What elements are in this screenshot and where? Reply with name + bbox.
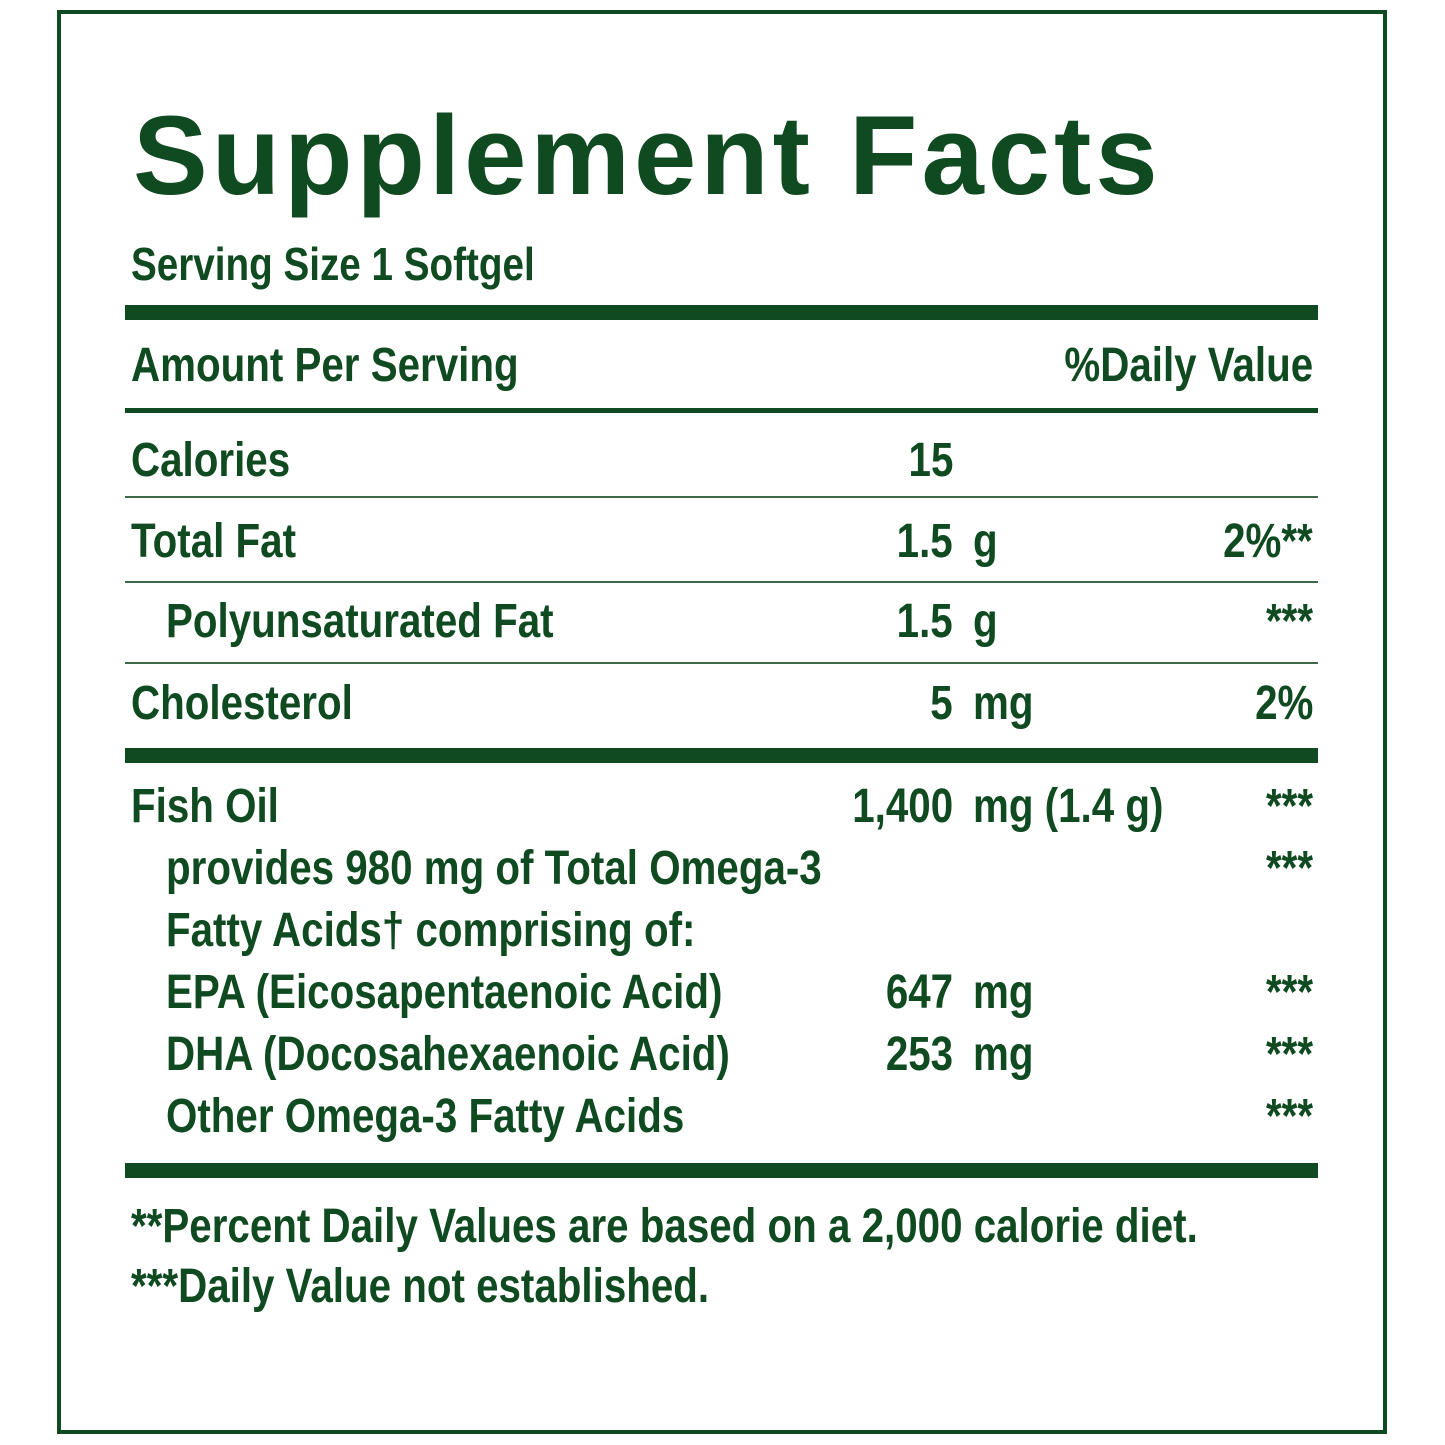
row-name-dha: DHA (Docosahexaenoic Acid) — [166, 1028, 730, 1081]
row-name-calories: Calories — [131, 434, 291, 487]
divider-medium — [125, 408, 1318, 413]
row-amount-epa: 647 — [885, 966, 953, 1019]
row-name-cholesterol: Cholesterol — [131, 677, 353, 730]
row-name-epa: EPA (Eicosapentaenoic Acid) — [166, 966, 723, 1019]
row-amount-total-fat: 1.5 — [896, 515, 953, 568]
footnote-dv-not-established: ***Daily Value not established. — [131, 1260, 710, 1313]
row-unit-dha: mg — [973, 1028, 1034, 1081]
row-name-other-omega3: Other Omega-3 Fatty Acids — [166, 1090, 685, 1143]
row-unit-fish-oil: mg (1.4 g) — [973, 780, 1164, 833]
label-title: Supplement Facts — [133, 93, 1162, 218]
row-dv-epa: *** — [1265, 966, 1313, 1019]
row-unit-cholesterol: mg — [973, 677, 1034, 730]
divider-thick — [125, 305, 1318, 320]
row-dv-fish-oil: *** — [1265, 780, 1313, 833]
footnote-percent-dv: **Percent Daily Values are based on a 2,… — [131, 1200, 1198, 1253]
divider-thin — [125, 662, 1318, 664]
omega3-provides-line1: provides 980 mg of Total Omega-3 — [166, 842, 822, 895]
row-dv-dha: *** — [1265, 1028, 1313, 1081]
row-name-total-fat: Total Fat — [131, 515, 297, 568]
row-dv-total-fat: 2%** — [1223, 515, 1313, 568]
row-amount-dha: 253 — [885, 1028, 953, 1081]
row-amount-cholesterol: 5 — [930, 677, 953, 730]
row-unit-total-fat: g — [973, 515, 998, 568]
divider-thick — [125, 748, 1318, 763]
row-unit-epa: mg — [973, 966, 1034, 1019]
serving-size: Serving Size 1 Softgel — [131, 238, 535, 290]
row-name-fish-oil: Fish Oil — [131, 780, 279, 833]
omega3-provides-line2: Fatty Acids† comprising of: — [166, 904, 696, 957]
daily-value-header: %Daily Value — [1064, 339, 1313, 392]
row-dv-cholesterol: 2% — [1254, 677, 1313, 730]
row-amount-calories: 15 — [908, 434, 953, 487]
divider-thin — [125, 581, 1318, 583]
row-dv-polyunsaturated-fat: *** — [1265, 595, 1313, 648]
amount-per-serving-header: Amount Per Serving — [131, 339, 519, 392]
row-unit-polyunsaturated-fat: g — [973, 595, 998, 648]
divider-thin — [125, 496, 1318, 498]
row-amount-fish-oil: 1,400 — [852, 780, 953, 833]
label-border — [57, 10, 1387, 1434]
row-name-polyunsaturated-fat: Polyunsaturated Fat — [166, 595, 554, 648]
row-amount-polyunsaturated-fat: 1.5 — [896, 595, 953, 648]
divider-thick — [125, 1163, 1318, 1178]
omega3-provides-dv: *** — [1265, 842, 1313, 895]
row-dv-other-omega3: *** — [1265, 1090, 1313, 1143]
